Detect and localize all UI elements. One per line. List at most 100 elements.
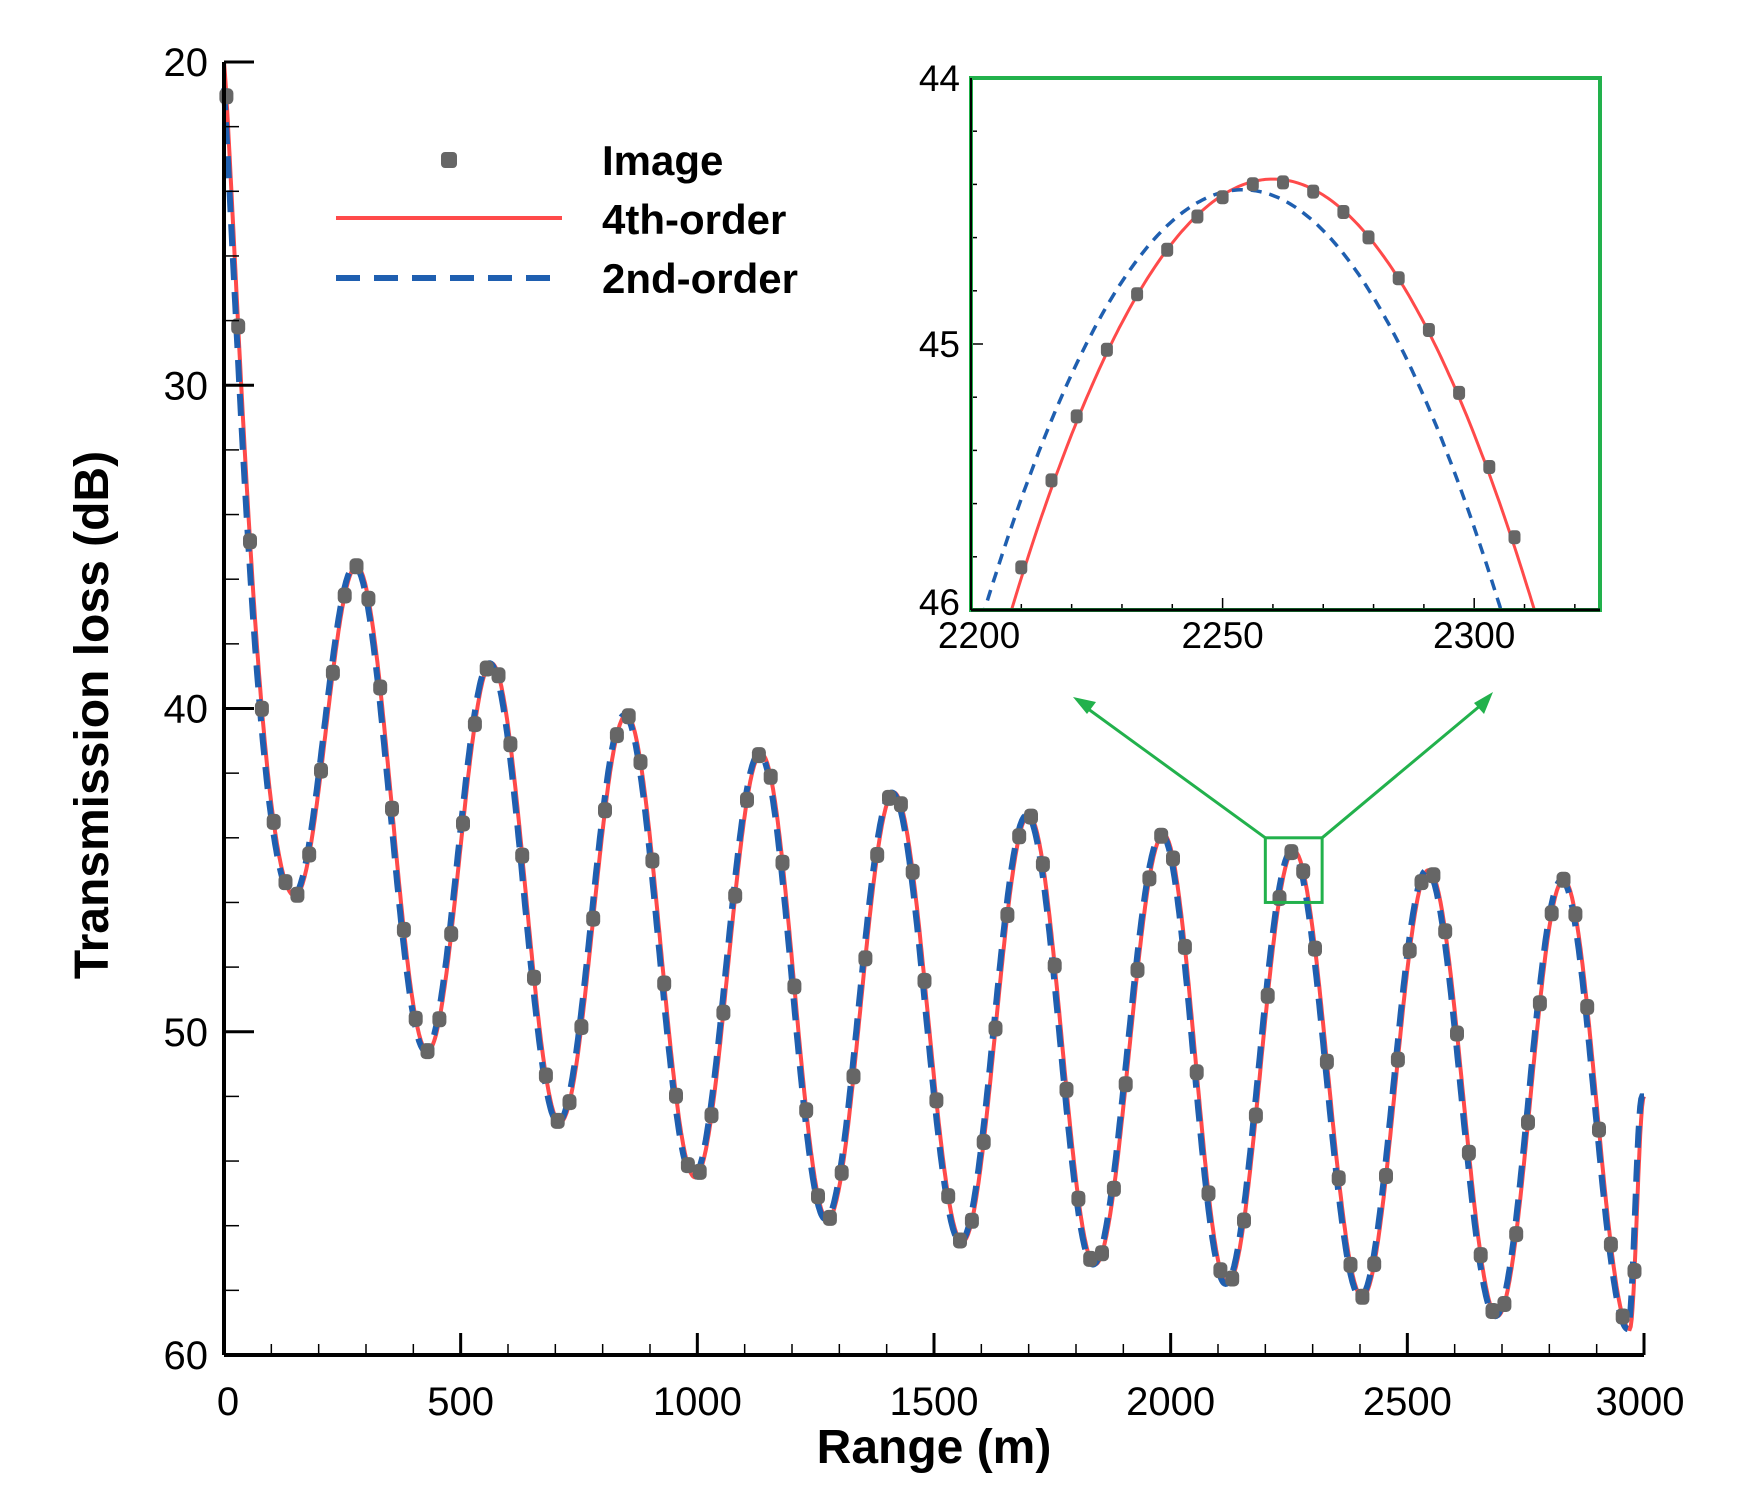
image-marker	[775, 854, 790, 871]
image-marker	[1461, 1144, 1476, 1161]
image-marker	[254, 700, 269, 717]
image-marker	[491, 667, 506, 684]
image-marker	[1225, 1270, 1240, 1287]
image-marker	[1331, 1170, 1346, 1187]
image-marker	[1343, 1256, 1358, 1273]
image-marker	[1142, 870, 1157, 887]
image-marker	[964, 1212, 979, 1229]
image-marker	[680, 1157, 695, 1174]
image-marker	[550, 1112, 565, 1129]
image-marker	[799, 1102, 814, 1119]
image-marker	[349, 558, 364, 575]
zoom-arrow-left	[1079, 701, 1267, 840]
image-marker	[444, 926, 459, 942]
image-marker	[953, 1232, 967, 1249]
inset-y-tick-label: 44	[919, 58, 960, 99]
image-marker	[1509, 1226, 1524, 1243]
x-tick-label: 1000	[653, 1380, 742, 1424]
zoom-arrowhead-left	[1073, 697, 1096, 714]
image-marker	[751, 747, 766, 764]
image-marker	[1118, 1076, 1133, 1093]
image-marker	[1532, 995, 1547, 1012]
image-marker	[219, 88, 234, 105]
y-tick-label: 20	[164, 41, 209, 85]
image-marker	[243, 533, 257, 550]
zoom-callout	[1073, 692, 1493, 904]
inset-image-marker	[1508, 530, 1521, 545]
image-marker	[538, 1067, 553, 1084]
image-marker	[941, 1188, 956, 1205]
image-marker	[858, 950, 873, 967]
image-marker	[1615, 1308, 1630, 1325]
image-marker	[1485, 1303, 1500, 1319]
image-marker	[1367, 1256, 1382, 1273]
zoom-arrow-right	[1321, 698, 1488, 839]
image-marker	[527, 969, 541, 986]
image-marker	[361, 590, 376, 607]
image-marker	[598, 802, 612, 819]
inset-tick-labels: 2200 2250 2300 44 45 46	[919, 58, 1516, 656]
y-tick-label: 30	[164, 364, 209, 408]
inset-image-marker	[1045, 473, 1058, 488]
image-marker	[1059, 1081, 1074, 1098]
image-marker	[1603, 1236, 1618, 1253]
x-tick-label: 0	[217, 1380, 239, 1424]
image-marker	[1083, 1250, 1098, 1267]
image-marker	[716, 1004, 731, 1021]
inset-image-marker	[1422, 323, 1435, 337]
x-tick-label: 3000	[1596, 1380, 1685, 1424]
image-marker	[1130, 962, 1145, 978]
image-marker	[1237, 1212, 1251, 1229]
x-tick-label: 1500	[890, 1380, 979, 1424]
image-marker	[905, 863, 920, 880]
image-marker	[1379, 1168, 1393, 1184]
image-marker	[231, 318, 246, 335]
inset-image-marker	[1362, 230, 1375, 245]
image-marker	[787, 978, 802, 995]
image-marker	[1095, 1245, 1109, 1262]
image-marker	[408, 1010, 423, 1027]
inset-y-tick-label: 45	[919, 324, 960, 365]
image-marker	[609, 727, 624, 744]
inset-image-marker	[1015, 560, 1028, 575]
image-marker	[290, 886, 305, 903]
image-marker	[266, 813, 281, 830]
image-marker	[822, 1209, 837, 1226]
image-marker	[645, 852, 660, 869]
image-marker	[586, 910, 601, 927]
image-marker	[988, 1020, 1003, 1037]
image-marker	[278, 874, 293, 891]
image-marker	[1166, 850, 1180, 867]
image-marker	[633, 754, 648, 771]
image-marker	[373, 679, 388, 696]
image-marker	[302, 846, 317, 863]
inset-y-tick-label: 46	[919, 582, 960, 623]
image-marker	[1521, 1114, 1535, 1131]
image-marker	[1627, 1263, 1642, 1279]
legend-label-4th-order: 4th-order	[602, 196, 786, 243]
image-marker	[1308, 940, 1322, 957]
inset-plot: 2200 2250 2300 44 45 46	[919, 58, 1602, 656]
inset-image-marker	[1539, 625, 1551, 639]
image-marker	[870, 847, 885, 863]
image-marker	[1024, 808, 1038, 825]
image-marker	[420, 1043, 435, 1060]
series-image-markers	[219, 88, 1642, 1325]
image-marker	[1580, 999, 1595, 1015]
image-marker	[917, 972, 932, 989]
image-marker	[432, 1011, 447, 1028]
main-plot: 0 500 1000 1500 2000 2500 3000 20 30 40 50 60 Range…	[66, 41, 1684, 1474]
image-marker	[1154, 827, 1169, 844]
inset-image-marker	[1246, 177, 1259, 192]
image-marker	[1248, 1107, 1263, 1124]
inset-image-marker	[1216, 190, 1229, 205]
image-marker	[1473, 1247, 1488, 1264]
image-marker	[929, 1092, 944, 1109]
image-marker	[396, 921, 411, 938]
inset-x-tick-label: 2250	[1181, 615, 1263, 656]
image-marker	[337, 587, 352, 604]
image-marker	[467, 716, 482, 733]
inset-image-marker	[1161, 242, 1174, 257]
image-marker	[1390, 1051, 1405, 1068]
image-marker	[1106, 1180, 1121, 1197]
